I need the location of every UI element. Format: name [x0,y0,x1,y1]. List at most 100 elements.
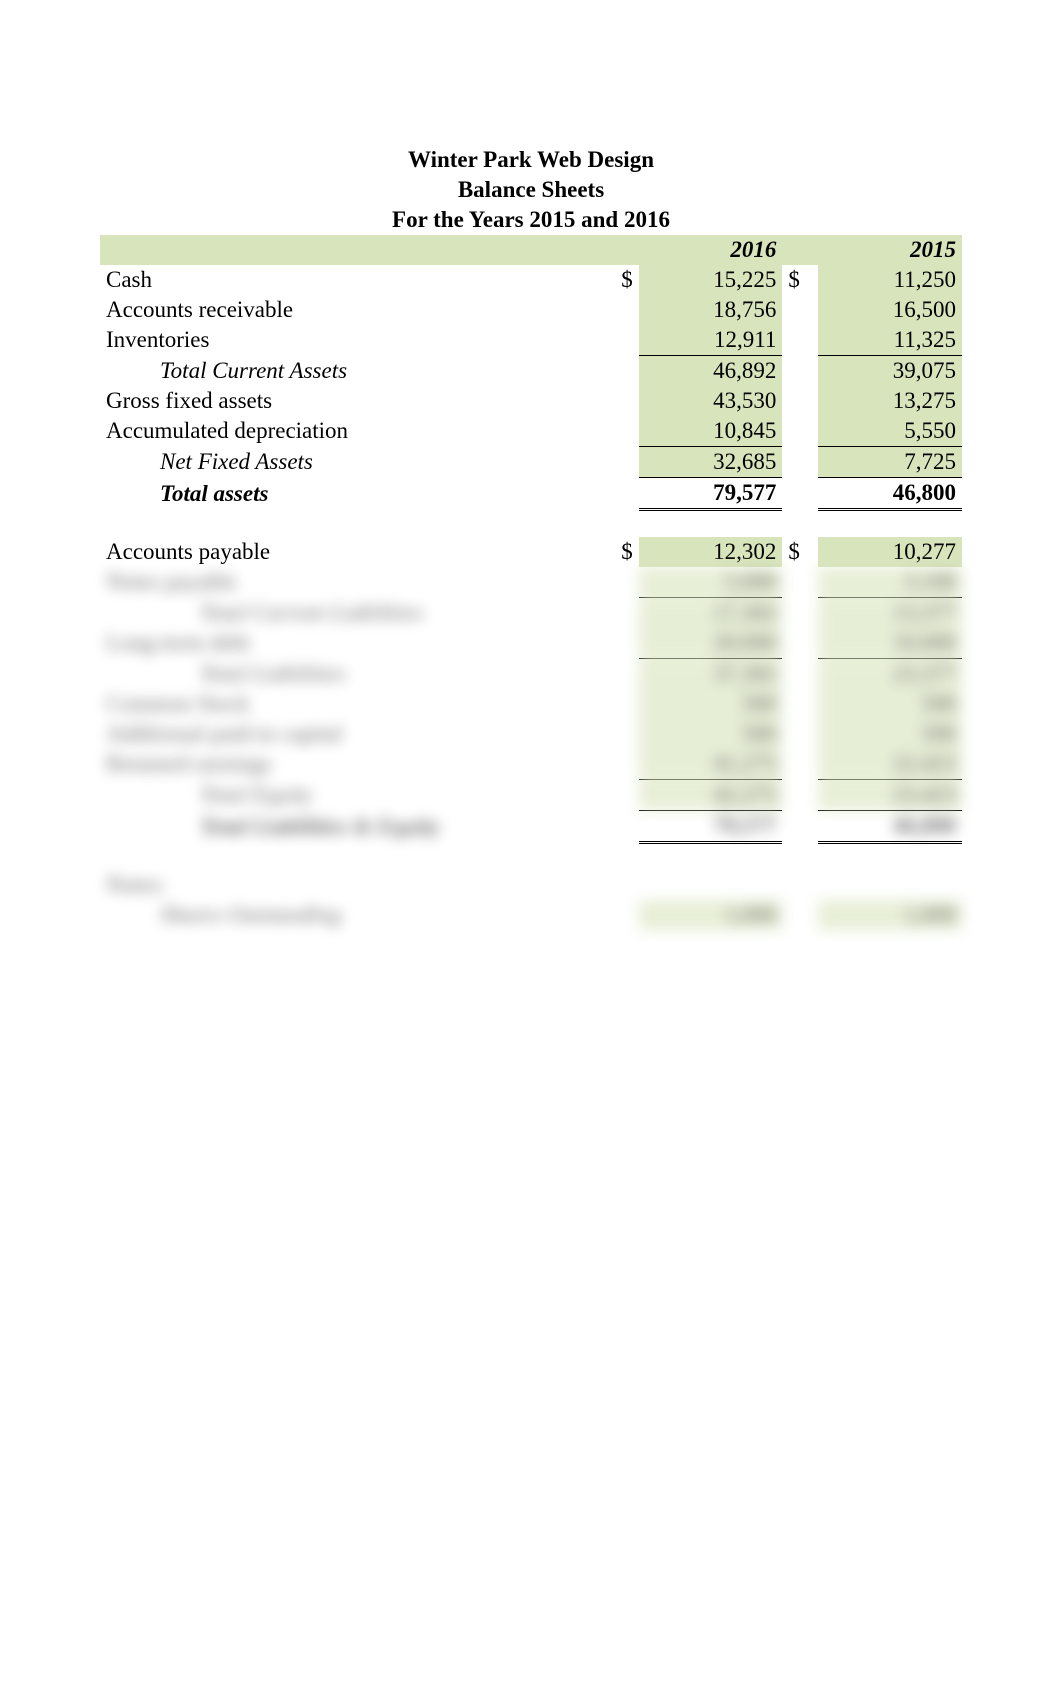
value-2015: 39,075 [818,355,962,386]
table-row: Net Fixed Assets32,6857,725 [100,446,962,477]
table-row: Accounts payable$12,302$10,277 [100,537,962,567]
currency-symbol [782,749,818,780]
currency-symbol [603,658,639,689]
currency-symbol [603,446,639,477]
currency-symbol [782,900,818,930]
value-2016: 79,577 [639,810,783,842]
currency-symbol [782,689,818,719]
currency-symbol: $ [782,265,818,295]
value-2016: 5,000 [639,567,783,598]
currency-symbol [603,477,639,509]
currency-symbol [782,628,818,659]
row-label: Additional paid-in capital [100,719,603,749]
row-label: Retained earnings [100,749,603,780]
row-label: Accounts receivable [100,295,603,325]
table-row: Total Equity42,27523,423 [100,779,962,810]
table-row: Accumulated depreciation 10,845 5,550 [100,416,962,447]
value-2016: 12,911 [639,325,783,356]
table-row: Additional paid-in capital 500 500 [100,719,962,749]
value-2016: 15,225 [639,265,783,295]
value-2015: 13,377 [818,597,962,628]
statement-period: For the Years 2015 and 2016 [100,205,962,235]
value-2016: 10,845 [639,416,783,447]
table-row: Total Current Assets 46,892 39,075 [100,355,962,386]
value-2015: 13,275 [818,386,962,416]
balance-sheet-table: 2016 2015 Cash$15,225$11,250Accounts rec… [100,235,962,930]
currency-symbol [782,446,818,477]
value-2015: 10,277 [818,537,962,567]
table-row: Total Liabilities & Equity79,57746,800 [100,810,962,842]
row-label: Accounts payable [100,537,603,567]
currency-symbol: $ [782,537,818,567]
currency-symbol [603,719,639,749]
value-2015: 7,725 [818,446,962,477]
table-row: Gross fixed assets43,53013,275 [100,386,962,416]
table-row: Inventories 12,911 11,325 [100,325,962,356]
currency-symbol [782,719,818,749]
value-2015: 10,000 [818,628,962,659]
row-label: Shares Outstanding [100,900,603,930]
value-2016: 79,577 [639,477,783,509]
value-2016: 32,685 [639,446,783,477]
currency-symbol [603,386,639,416]
currency-symbol [782,295,818,325]
company-name: Winter Park Web Design [100,145,962,175]
currency-symbol [782,386,818,416]
row-label: Accumulated depreciation [100,416,603,447]
value-2016: 37,302 [639,658,783,689]
value-2016: 46,892 [639,355,783,386]
currency-symbol [603,749,639,780]
row-label: Long-term debt [100,628,603,659]
currency-symbol [603,295,639,325]
value-2015: 500 [818,719,962,749]
currency-symbol [782,779,818,810]
currency-symbol [603,810,639,842]
currency-symbol [603,689,639,719]
currency-symbol [603,900,639,930]
value-2016: 41,275 [639,749,783,780]
value-2015: 5,550 [818,416,962,447]
currency-symbol [782,810,818,842]
row-label: Notes payable [100,567,603,598]
row-label: Total assets [100,477,603,509]
currency-symbol [603,416,639,447]
currency-symbol [782,416,818,447]
table-row: Total Liabilities37,30223,377 [100,658,962,689]
value-2016: 12,302 [639,537,783,567]
currency-symbol [603,597,639,628]
table-row: Retained earnings 41,275 22,423 [100,749,962,780]
year-header-row: 2016 2015 [100,235,962,265]
value-2015: 11,325 [818,325,962,356]
currency-symbol [782,477,818,509]
table-row: Cash$15,225$11,250 [100,265,962,295]
value-2016: 500 [639,719,783,749]
value-2016: 17,302 [639,597,783,628]
statement-header: Winter Park Web Design Balance Sheets Fo… [100,145,962,235]
value-2016: 43,530 [639,386,783,416]
year-2016: 2016 [639,235,783,265]
value-2015: 46,800 [818,477,962,509]
value-2015: 23,377 [818,658,962,689]
table-row: Total Current Liabilities 17,302 13,377 [100,597,962,628]
value-2016: 42,275 [639,779,783,810]
currency-symbol [603,325,639,356]
currency-symbol [603,567,639,598]
currency-symbol: $ [603,265,639,295]
value-2016: 20,000 [639,628,783,659]
notes-label: Notes: [100,870,962,900]
currency-symbol [782,597,818,628]
value-2015: 46,800 [818,810,962,842]
value-2015: 16,500 [818,295,962,325]
value-2016: 500 [639,689,783,719]
row-label: Inventories [100,325,603,356]
currency-symbol [782,325,818,356]
value-2015: 23,423 [818,779,962,810]
value-2015: 3,100 [818,567,962,598]
value-2015: 22,423 [818,749,962,780]
row-label: Total Current Liabilities [100,597,603,628]
currency-symbol [603,779,639,810]
row-label: Common Stock [100,689,603,719]
currency-symbol [782,658,818,689]
row-label: Total Current Assets [100,355,603,386]
value-2016: 1,000 [639,900,783,930]
